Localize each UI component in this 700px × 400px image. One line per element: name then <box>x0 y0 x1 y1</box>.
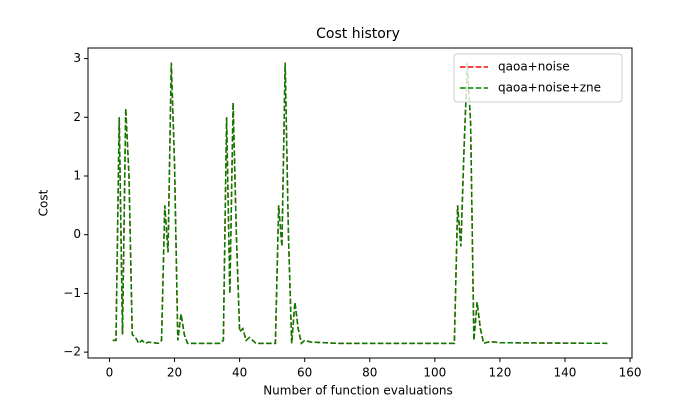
x-tick-label: 80 <box>362 366 377 380</box>
plot-frame <box>87 47 633 359</box>
legend-label: qaoa+noise <box>498 60 570 74</box>
legend-label: qaoa+noise+zne <box>498 81 601 95</box>
x-tick-label: 40 <box>232 366 247 380</box>
y-tick-label: −1 <box>63 286 81 300</box>
x-tick-label: 100 <box>423 366 446 380</box>
x-tick-label: 120 <box>488 366 511 380</box>
x-tick-label: 0 <box>106 366 114 380</box>
x-axis-label: Number of function evaluations <box>263 384 453 398</box>
series-line <box>112 62 608 345</box>
y-tick-label: −2 <box>63 345 81 359</box>
y-axis-label: Cost <box>37 189 51 216</box>
x-tick-label: 20 <box>167 366 182 380</box>
x-tick-label: 140 <box>554 366 577 380</box>
y-tick-label: 1 <box>73 168 81 182</box>
chart-title: Cost history <box>316 26 400 42</box>
y-tick-label: 0 <box>73 227 81 241</box>
y-tick-label: 3 <box>73 51 81 65</box>
legend-box <box>453 53 623 103</box>
x-tick-label: 160 <box>619 366 642 380</box>
x-tick-label: 60 <box>297 366 312 380</box>
y-tick-label: 2 <box>73 110 81 124</box>
series-line <box>112 62 608 345</box>
